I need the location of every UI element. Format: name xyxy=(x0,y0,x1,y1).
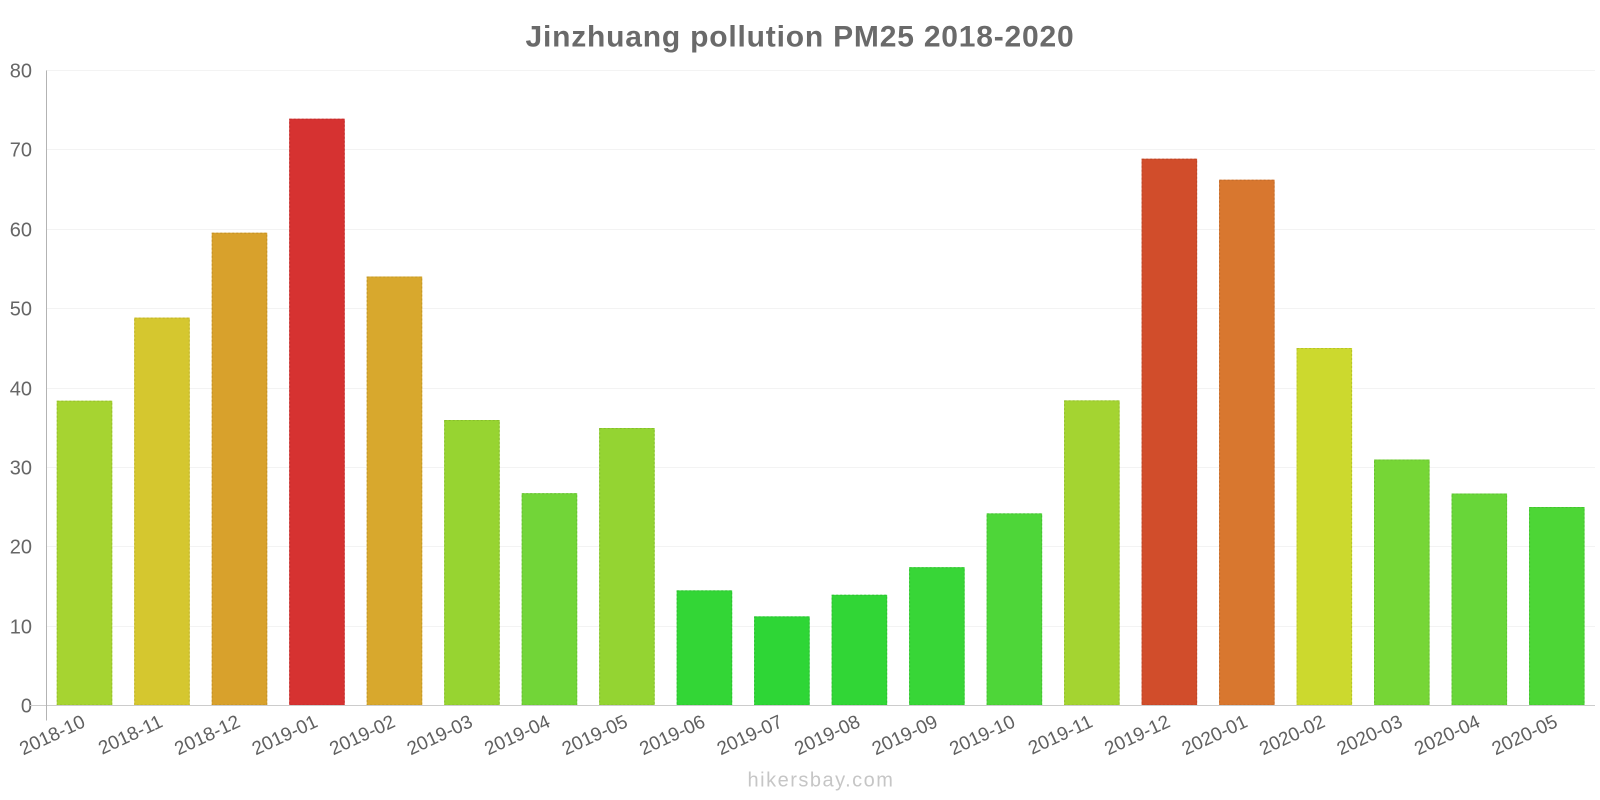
svg-text:60: 60 xyxy=(10,220,32,242)
svg-text:30: 30 xyxy=(10,458,32,480)
svg-text:10: 10 xyxy=(10,617,32,639)
svg-text:50: 50 xyxy=(10,299,32,321)
svg-text:0: 0 xyxy=(21,696,32,718)
svg-text:20: 20 xyxy=(10,537,32,559)
svg-text:70: 70 xyxy=(10,140,32,162)
svg-text:40: 40 xyxy=(10,379,32,401)
svg-text:80: 80 xyxy=(10,61,32,83)
svg-text:Jinzhuang pollution PM25 2018-: Jinzhuang pollution PM25 2018-2020 xyxy=(526,21,1075,54)
svg-text:hikersbay.com: hikersbay.com xyxy=(748,770,895,792)
